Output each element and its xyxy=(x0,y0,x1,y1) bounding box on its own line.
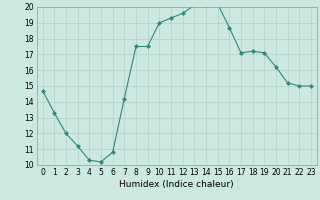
X-axis label: Humidex (Indice chaleur): Humidex (Indice chaleur) xyxy=(119,180,234,189)
